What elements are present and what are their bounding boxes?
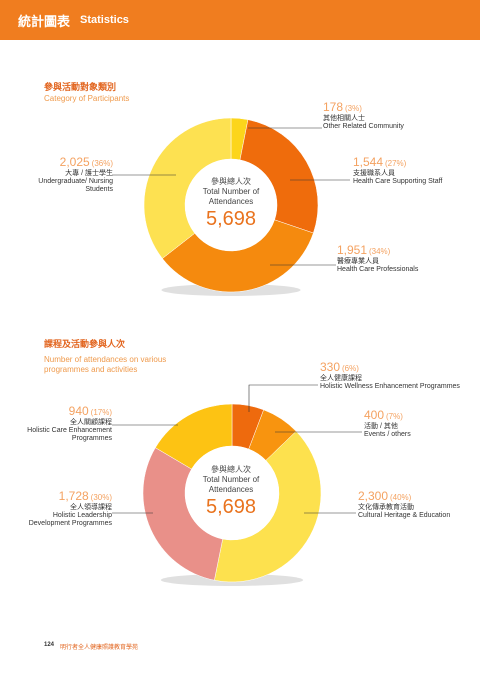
donut-chart-attendances: [112, 384, 362, 586]
label-en: Cultural Heritage & Education: [358, 512, 451, 519]
label-zh: 其他相關人士: [323, 115, 365, 122]
label-value: 2,300: [358, 489, 389, 503]
label-zh: 活動 / 其他: [364, 423, 398, 430]
label-pct: (40%): [389, 493, 412, 502]
header-title-en: Statistics: [80, 14, 129, 26]
chart2-center: 參與總人次 Total Number of Attendances 5,698: [196, 465, 266, 519]
chart2-label-care: 940 (17%) 全人關顧課程 Holistic Care Enhanceme…: [24, 404, 112, 443]
label-pct: (6%): [341, 364, 359, 373]
chart1-label-professionals: 1,951 (34%) 醫療專業人員 Health Care Professio…: [337, 243, 457, 274]
label-value: 1,728: [58, 489, 89, 503]
label-pct: (17%): [90, 408, 112, 417]
label-pct: (30%): [90, 493, 112, 502]
section1-title-zh: 參與活動對象類別: [44, 82, 117, 92]
donut-hole: [185, 446, 279, 540]
chart1-label-students: 2,025 (36%) 大專 / 護士學生 Undergraduate/ Nur…: [18, 155, 113, 194]
chart2-center-total: 5,698: [205, 496, 257, 518]
label-zh: 支援職系人員: [353, 170, 395, 177]
label-pct: (3%): [344, 104, 362, 113]
chart2-center-zh: 參與總人次: [211, 465, 251, 474]
label-en: Undergraduate/ Nursing Students: [38, 178, 113, 193]
label-en: Holistic Leadership Development Programm…: [28, 512, 112, 527]
chart1-center-en: Total Number of Attendances: [202, 187, 260, 206]
chart2-center-en: Total Number of Attendances: [202, 475, 260, 494]
donut-hole: [185, 159, 277, 251]
section2-title-en: Number of attendances on various program…: [44, 355, 167, 374]
label-value: 940: [68, 404, 89, 418]
header-title-zh: 統計圖表: [18, 13, 71, 29]
chart2-label-events: 400 (7%) 活動 / 其他 Events / others: [364, 408, 464, 439]
label-zh: 全人健康課程: [320, 375, 362, 382]
label-zh: 大專 / 護士學生: [65, 170, 113, 177]
label-value: 1,544: [353, 155, 384, 169]
page-number: 124: [44, 642, 55, 648]
chart1-label-other-related: 178 (3%) 其他相關人士 Other Related Community: [323, 100, 433, 131]
label-zh: 醫療專業人員: [337, 258, 379, 265]
label-en: Holistic Wellness Enhancement Programmes: [320, 383, 460, 390]
chart1-label-supporting-staff: 1,544 (27%) 支援職系人員 Health Care Supportin…: [353, 155, 453, 186]
section2-title-zh: 課程及活動參與人次: [44, 339, 126, 349]
footer-text: 明行者全人健康照護教育學苑: [60, 645, 139, 651]
label-en: Other Related Community: [323, 123, 404, 130]
label-zh: 全人關顧課程: [70, 419, 112, 426]
label-en: Events / others: [364, 431, 411, 438]
section1-title-en: Category of Participants: [44, 94, 130, 103]
label-zh: 文化傳承教育活動: [358, 504, 414, 511]
label-value: 178: [323, 100, 344, 114]
label-value: 400: [364, 408, 385, 422]
chart2-label-wellness: 330 (6%) 全人健康課程 Holistic Wellness Enhanc…: [320, 360, 460, 391]
chart1-center: 參與總人次 Total Number of Attendances 5,698: [196, 177, 266, 231]
label-pct: (36%): [91, 159, 113, 168]
chart2-label-cultural: 2,300 (40%) 文化傳承教育活動 Cultural Heritage &…: [358, 489, 458, 520]
label-value: 330: [320, 360, 341, 374]
label-zh: 全人領導課程: [70, 504, 112, 511]
chart1-center-zh: 參與總人次: [211, 177, 251, 186]
label-pct: (7%): [385, 412, 403, 421]
label-en: Holistic Care Enhancement Programmes: [27, 427, 112, 442]
label-en: Health Care Professionals: [337, 266, 419, 273]
label-pct: (27%): [384, 159, 407, 168]
chart1-center-total: 5,698: [205, 208, 257, 230]
page-header: 統計圖表 Statistics: [0, 0, 480, 40]
leader-line: [248, 384, 318, 412]
donut-chart-participants: [112, 117, 350, 296]
label-value: 2,025: [59, 155, 90, 169]
label-en: Health Care Supporting Staff: [353, 178, 443, 185]
label-value: 1,951: [337, 243, 368, 257]
chart2-label-leadership: 1,728 (30%) 全人領導課程 Holistic Leadership D…: [24, 489, 112, 528]
label-pct: (34%): [368, 247, 391, 256]
page-footer: 124 明行者全人健康照護教育學苑: [44, 642, 138, 651]
